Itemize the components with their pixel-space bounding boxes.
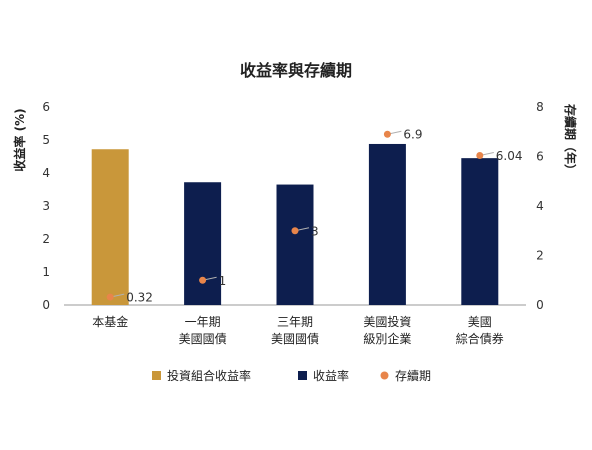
chart-title: 收益率與存續期 <box>240 61 352 80</box>
y-tick-label: 6 <box>42 100 50 114</box>
legend-label: 投資組合收益率 <box>167 368 251 383</box>
duration-points: 0.32 1 3 6.9 6.04 <box>106 128 523 305</box>
category-label: 美國 <box>468 315 492 329</box>
duration-label: 0.32 <box>126 291 153 305</box>
duration-point <box>291 227 299 235</box>
y-tick-label: 0 <box>42 298 50 312</box>
y2-tick-label: 2 <box>536 249 544 263</box>
y-tick-label: 2 <box>42 232 50 246</box>
duration-label: 3 <box>311 224 319 238</box>
legend: 投資組合收益率 收益率 存續期 <box>152 368 431 383</box>
y-tick-label: 1 <box>42 265 50 279</box>
y2-tick-label: 6 <box>536 150 544 164</box>
bar <box>184 182 222 305</box>
category-label: 三年期 <box>277 315 313 329</box>
category-label: 美國國債 <box>179 331 227 346</box>
bar <box>91 149 129 305</box>
duration-label: 6.9 <box>403 128 422 142</box>
duration-point <box>383 130 391 138</box>
category-label: 美國投資 <box>363 314 411 329</box>
legend-label: 收益率 <box>313 368 349 383</box>
bar <box>368 143 406 305</box>
y-tick-label: 3 <box>42 199 50 213</box>
y-tick-label: 5 <box>42 133 50 147</box>
legend-label: 存續期 <box>395 368 431 383</box>
duration-point <box>199 276 207 284</box>
category-label: 一年期 <box>185 315 221 329</box>
y-axis-label: 收益率 (%) <box>12 108 27 171</box>
legend-swatch <box>298 371 307 380</box>
bar <box>276 184 314 305</box>
duration-label: 1 <box>219 274 227 288</box>
y2-tick-label: 4 <box>536 199 544 213</box>
duration-point <box>106 293 114 301</box>
category-label: 級別企業 <box>363 331 411 346</box>
y2-tick-label: 8 <box>536 100 544 114</box>
y2-axis-label: 存續期（年） <box>563 103 578 176</box>
legend-swatch <box>380 371 389 380</box>
bar <box>461 158 499 305</box>
category-label: 美國國債 <box>271 331 319 346</box>
y-tick-label: 4 <box>42 166 50 180</box>
y2-tick-label: 0 <box>536 298 544 312</box>
y-axis-ticks: 0 1 2 3 4 5 6 <box>42 100 50 312</box>
duration-point <box>476 152 484 160</box>
category-label: 綜合債券 <box>456 331 504 346</box>
bars <box>91 143 499 305</box>
duration-label: 6.04 <box>496 149 523 163</box>
y2-axis-ticks: 0 2 4 6 8 <box>536 100 544 312</box>
legend-swatch <box>152 371 161 380</box>
category-label: 本基金 <box>92 314 128 329</box>
